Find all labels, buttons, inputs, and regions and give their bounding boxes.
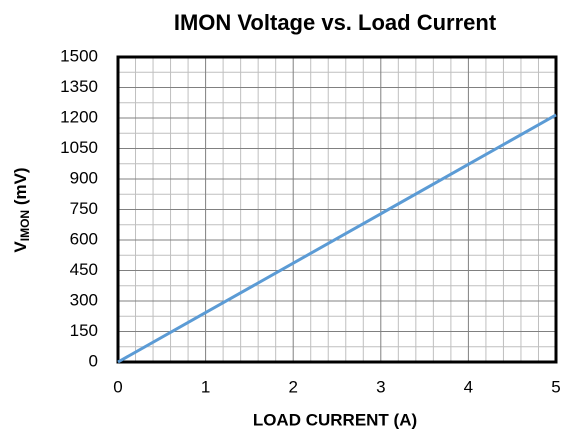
y-tick-label: 750 [70, 199, 98, 218]
y-tick-label: 900 [70, 168, 98, 187]
y-tick-label: 450 [70, 260, 98, 279]
x-tick-label: 2 [288, 377, 297, 396]
x-tick-label: 5 [551, 377, 560, 396]
y-label-base: V [11, 241, 30, 253]
y-tick-label: 1500 [60, 46, 98, 65]
y-tick-label: 300 [70, 290, 98, 309]
y-tick-label: 1200 [60, 107, 98, 126]
y-tick-label: 1350 [60, 77, 98, 96]
x-tick-label: 0 [113, 377, 122, 396]
y-tick-label: 1050 [60, 138, 98, 157]
y-tick-label: 150 [70, 321, 98, 340]
y-label-rest: (mV) [11, 167, 30, 210]
x-axis-label: LOAD CURRENT (A) [253, 410, 417, 429]
data-line [117, 113, 557, 364]
chart-title: IMON Voltage vs. Load Current [174, 10, 497, 35]
y-tick-label: 600 [70, 229, 98, 248]
y-label-sub: IMON [18, 210, 32, 241]
x-tick-label: 3 [376, 377, 385, 396]
x-tick-label: 4 [464, 377, 473, 396]
y-tick-label: 0 [89, 351, 98, 370]
y-axis-label: VIMON (mV) [11, 167, 32, 252]
x-tick-label: 1 [201, 377, 210, 396]
plot-frame [116, 55, 558, 364]
